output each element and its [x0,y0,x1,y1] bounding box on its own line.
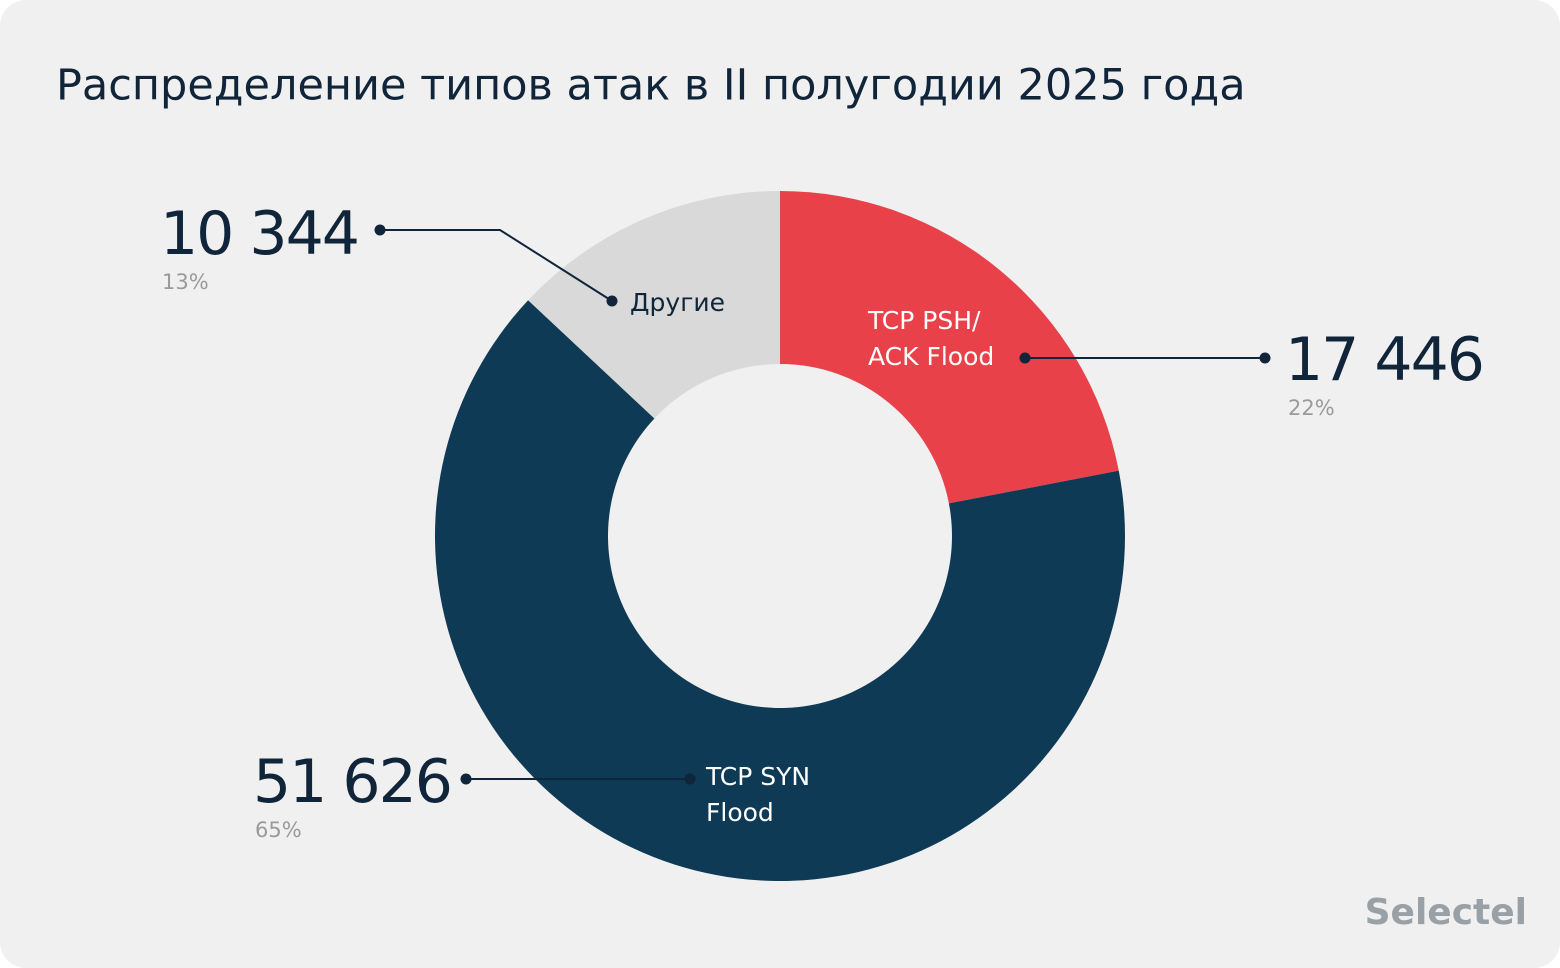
percent-label: 65% [255,818,302,842]
percent-label: 22% [1288,396,1335,420]
slice-label: TCP PSH/ ACK Flood [868,306,995,371]
value-label: 51 626 [253,747,453,817]
leader-line [380,229,613,302]
value-label: 17 446 [1285,325,1485,395]
leader-dot [684,773,696,785]
leader-dot [460,773,472,785]
value-label: 10 344 [160,199,360,269]
leader-dot [1259,352,1271,364]
leader-dot [606,295,618,307]
chart-title: Распределение типов атак в II полугодии … [56,61,1246,111]
slice [435,300,1125,881]
slice [780,191,1119,504]
leader-dot [374,224,386,236]
slice [528,191,780,419]
slice-label: Другие [630,288,725,317]
brand-logo: Selectel [1365,892,1527,933]
leader-dot [1019,352,1031,364]
percent-label: 13% [162,270,209,294]
slice-label: TCP SYN Flood [706,762,811,827]
